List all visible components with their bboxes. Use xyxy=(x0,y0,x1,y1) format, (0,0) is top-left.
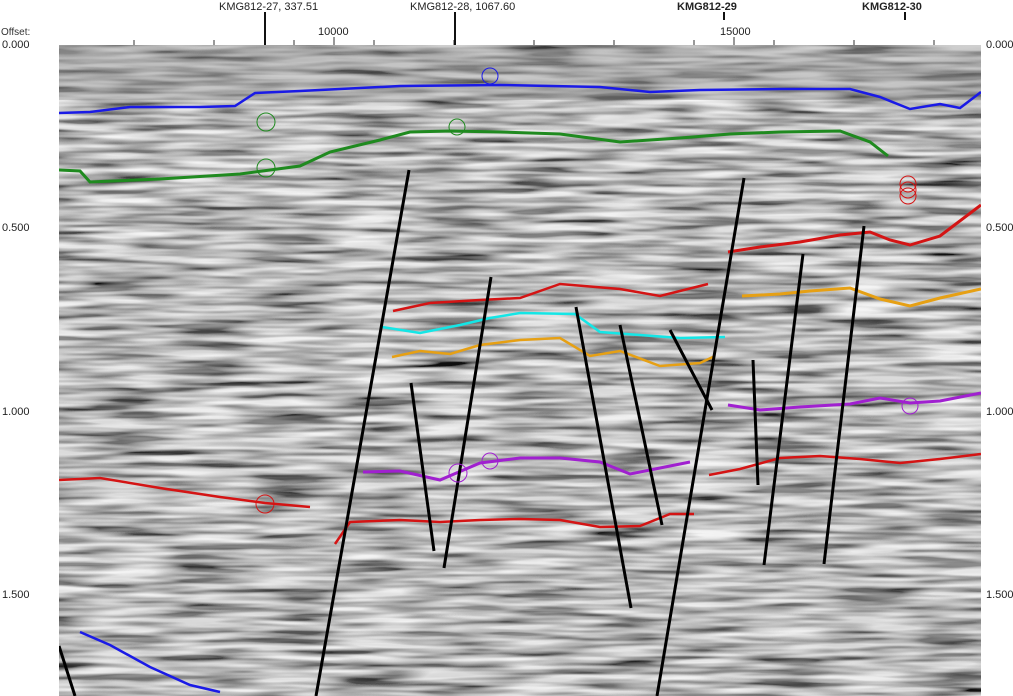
horizon-red-upper-right xyxy=(727,203,981,254)
well-label: KMG812-27, 337.51 xyxy=(219,1,319,13)
horizon-red-lower-right xyxy=(708,452,981,477)
faults xyxy=(59,169,866,696)
x-tick-label: 15000 xyxy=(720,26,751,38)
y-tick-label-left: 1.500 xyxy=(2,589,30,601)
y-tick-label-right: 0.000 xyxy=(986,39,1013,51)
well-label: KMG812-28, 1067.60 xyxy=(410,1,516,13)
offset-axis-label: Offset: xyxy=(1,27,31,38)
horizon-purple-right xyxy=(727,391,981,412)
y-tick-label-left: 1.000 xyxy=(2,406,30,418)
horizon-orange-right xyxy=(741,286,981,308)
x-tick-label: 10000 xyxy=(318,26,349,38)
horizon-red-lower-left xyxy=(333,512,694,545)
seismic-water-column xyxy=(59,45,981,100)
horizon-orange-left xyxy=(391,336,716,368)
horizon-red-upper-left xyxy=(59,476,311,509)
y-tick-label-right: 1.000 xyxy=(986,406,1013,418)
x-axis-ticks xyxy=(133,37,935,45)
horizon-blue-deep xyxy=(79,630,221,694)
y-tick-label-right: 0.500 xyxy=(986,222,1013,234)
horizon-cyan xyxy=(381,311,726,340)
well-pick-markers xyxy=(255,67,919,514)
horizon-blue-seafloor xyxy=(59,83,981,115)
y-tick-label-left: 0.500 xyxy=(2,222,30,234)
well-label: KMG812-29 xyxy=(677,1,737,13)
y-tick-label-left: 0.000 xyxy=(2,39,30,51)
seismic-texture xyxy=(59,45,981,696)
well-markers xyxy=(264,12,906,45)
y-tick-label-right: 1.500 xyxy=(986,589,1013,601)
horizon-red-mid xyxy=(392,282,709,313)
well-label: KMG812-30 xyxy=(862,1,922,13)
horizon-purple-left xyxy=(362,456,691,482)
